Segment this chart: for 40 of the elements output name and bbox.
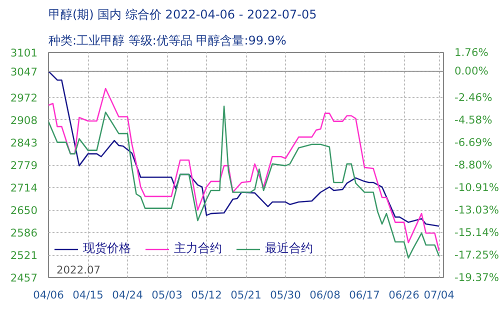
y-tick-label: 3047 [10,65,38,78]
x-tick-label: 05/30 [270,288,302,302]
y-tick-label: 2908 [10,114,38,127]
x-tick-label: 05/12 [191,288,222,302]
y-tick-label: 2457 [10,272,38,284]
chart-subtitle: 种类:工业甲醇 等级:优等品 甲醇含量:99.9% [48,34,286,48]
y-tick-label: 3101 [10,46,38,60]
annotation: 2022.07 [56,264,101,276]
x-tick-label: 07/04 [424,288,455,302]
y-tick-label: 2650 [10,204,38,218]
y-tick-label: 2843 [10,136,38,150]
y2-tick-label: -15.14% [454,226,499,239]
legend-label: 最近合约 [265,240,313,257]
x-tick-label: 05/21 [230,288,262,302]
y2-tick-label: -13.03% [454,203,499,216]
y2-tick-label: -19.37% [454,271,499,284]
y2-tick-label: -6.69% [454,136,492,149]
y2-tick-label: -8.80% [454,158,492,172]
y-tick-label: 2972 [10,92,38,105]
y2-tick-label: -2.46% [454,90,492,104]
x-tick-label: 06/17 [349,288,380,302]
y-tick-label: 2779 [10,159,38,172]
y-tick-label: 2521 [10,249,38,262]
line-series [48,70,440,227]
y2-tick-label: 0.00% [454,64,488,78]
x-tick-label: 04/24 [112,288,144,302]
x-tick-label: 06/08 [310,288,341,302]
x-tick-label: 05/03 [152,288,182,302]
legend-label: 主力合约 [174,240,222,257]
y-tick-label: 2586 [10,226,38,240]
y2-tick-label: 1.76% [454,46,488,59]
x-tick-label: 06/26 [388,288,420,302]
chart-title: 甲醇(期) 国内 综合价 2022-04-06 - 2022-07-05 [48,8,317,22]
legend-label: 现货价格 [83,240,131,257]
y2-tick-label: -17.25% [454,248,499,262]
y-tick-label: 2714 [10,182,38,195]
y2-tick-label: -10.91% [454,180,499,194]
x-tick-label: 04/15 [72,288,104,302]
y2-tick-label: -4.58% [454,114,492,127]
x-tick-label: 04/06 [33,288,64,302]
